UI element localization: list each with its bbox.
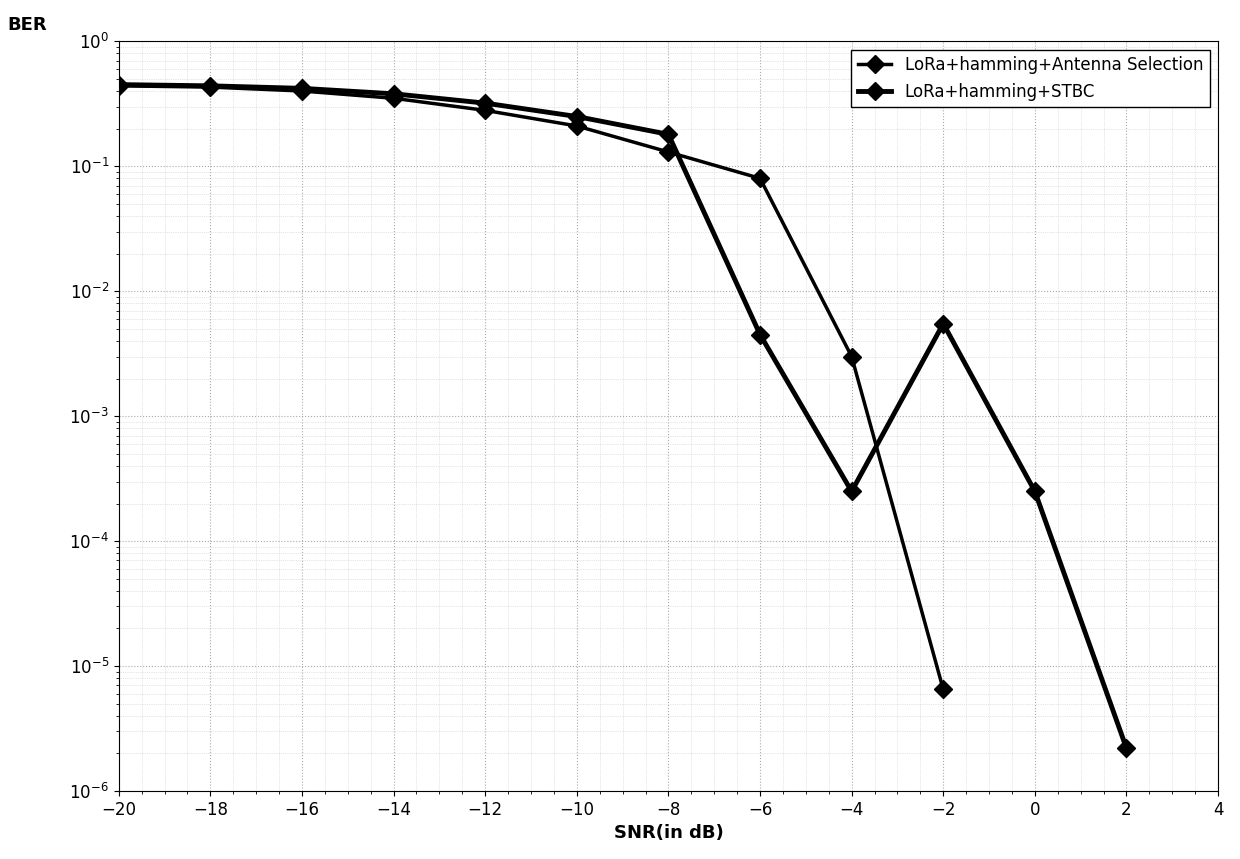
LoRa+hamming+Antenna Selection <box>753 174 768 184</box>
LoRa+hamming+STBC <box>1118 743 1133 753</box>
Line: LoRa+hamming+STBC: LoRa+hamming+STBC <box>113 78 1132 754</box>
LoRa+hamming+STBC <box>753 329 768 339</box>
LoRa+hamming+Antenna Selection <box>295 86 310 96</box>
Legend: LoRa+hamming+Antenna Selection, LoRa+hamming+STBC: LoRa+hamming+Antenna Selection, LoRa+ham… <box>851 50 1210 107</box>
LoRa+hamming+Antenna Selection <box>386 93 401 103</box>
LoRa+hamming+STBC <box>569 112 584 122</box>
LoRa+hamming+STBC <box>295 83 310 94</box>
LoRa+hamming+STBC <box>1028 486 1043 497</box>
LoRa+hamming+STBC <box>844 486 859 497</box>
LoRa+hamming+Antenna Selection <box>936 685 951 695</box>
LoRa+hamming+Antenna Selection <box>477 105 492 115</box>
LoRa+hamming+Antenna Selection <box>203 82 218 92</box>
Text: BER: BER <box>7 15 47 34</box>
X-axis label: SNR(in dB): SNR(in dB) <box>614 825 723 843</box>
LoRa+hamming+STBC <box>386 88 401 99</box>
LoRa+hamming+STBC <box>112 80 126 90</box>
LoRa+hamming+Antenna Selection <box>569 121 584 131</box>
LoRa+hamming+Antenna Selection <box>112 81 126 91</box>
LoRa+hamming+STBC <box>936 319 951 329</box>
Line: LoRa+hamming+Antenna Selection: LoRa+hamming+Antenna Selection <box>113 80 950 696</box>
LoRa+hamming+STBC <box>203 81 218 91</box>
LoRa+hamming+Antenna Selection <box>844 351 859 362</box>
LoRa+hamming+Antenna Selection <box>661 147 676 157</box>
LoRa+hamming+STBC <box>477 98 492 108</box>
LoRa+hamming+STBC <box>661 129 676 139</box>
